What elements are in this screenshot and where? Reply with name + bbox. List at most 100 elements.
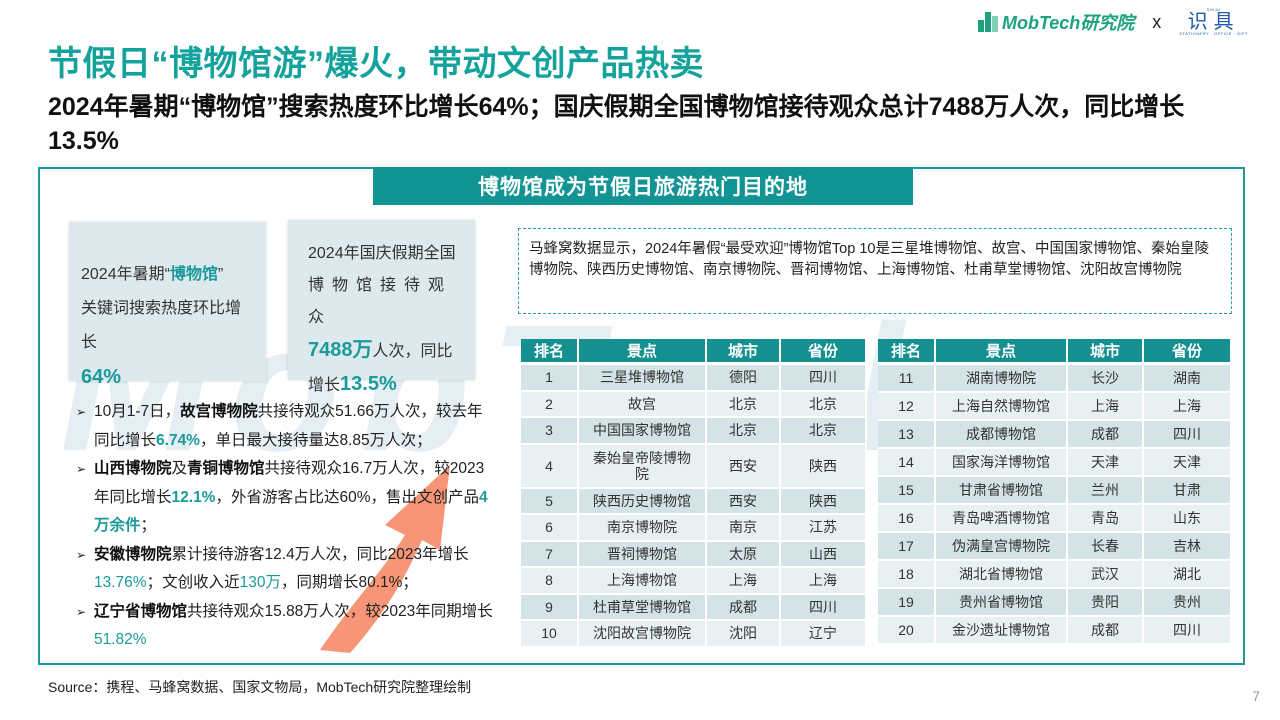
stat2-line1: 2024年国庆假期全国 bbox=[308, 245, 456, 262]
cell-rank: 16 bbox=[878, 505, 936, 533]
cell-city: 沈阳 bbox=[707, 621, 781, 648]
bullet-arrow-icon: ➢ bbox=[76, 462, 87, 476]
cell-rank: 10 bbox=[521, 621, 579, 648]
bullet-item: ➢ 10月1-7日，故宫博物院共接待观众51.66万人次，较去年同比增长6.74… bbox=[76, 398, 496, 455]
cell-city: 南京 bbox=[707, 515, 781, 542]
mobtech-logo-text: MobTech研究院 bbox=[1001, 13, 1135, 33]
cell-province: 甘肃 bbox=[1144, 477, 1232, 505]
col-attraction: 景点 bbox=[936, 339, 1068, 365]
stat-card-visitors: 2024年国庆假期全国 博物馆接待观众 7488万人次，同比 增长13.5% bbox=[288, 220, 475, 395]
cell-city: 太原 bbox=[707, 541, 781, 568]
cell-province: 贵州 bbox=[1144, 589, 1232, 617]
table-row: 16 青岛啤酒博物馆 青岛 山东 bbox=[878, 505, 1232, 533]
cell-attraction: 南京博物院 bbox=[579, 515, 707, 542]
table-row: 8 上海博物馆 上海 上海 bbox=[521, 568, 867, 595]
cell-city: 长春 bbox=[1068, 533, 1144, 561]
cell-attraction: 晋祠博物馆 bbox=[579, 541, 707, 568]
bullet-bold: 故宫博物院 bbox=[180, 403, 258, 420]
cell-rank: 14 bbox=[878, 449, 936, 477]
stat2-line3: 7488万人次，同比 bbox=[308, 334, 463, 368]
section-banner: 博物馆成为节假日旅游热门目的地 bbox=[373, 167, 913, 205]
bullet-bold: 辽宁省博物馆 bbox=[94, 602, 188, 620]
stat2-value: 7488万 bbox=[308, 339, 373, 361]
cell-rank: 1 bbox=[521, 365, 579, 392]
bullet-highlight: 130万 bbox=[239, 574, 281, 591]
ranking-table-11-20: 排名 景点 城市 省份 11 湖南博物院 长沙 湖南 12 上海自然博物馆 上海 上海 13 成都… bbox=[878, 339, 1232, 645]
cell-province: 湖北 bbox=[1144, 561, 1232, 589]
cell-city: 兰州 bbox=[1068, 477, 1144, 505]
mobtech-logo-icon bbox=[977, 12, 998, 32]
cell-rank: 7 bbox=[521, 541, 579, 568]
bullet-text: 共接待观众16.7万人次，较2023年同比增长 bbox=[94, 460, 485, 506]
cell-city: 成都 bbox=[707, 594, 781, 621]
table-row: 9 杜甫草堂博物馆 成都 四川 bbox=[521, 594, 867, 621]
table-row: 18 湖北省博物馆 武汉 湖北 bbox=[878, 561, 1232, 589]
cell-city: 德阳 bbox=[707, 365, 781, 392]
mafengwo-note: 马蜂窝数据显示，2024年暑假“最受欢迎”博物馆Top 10是三星堆博物馆、故宫… bbox=[518, 228, 1232, 314]
cell-attraction: 湖南博物院 bbox=[936, 365, 1068, 393]
bullet-item: ➢ 安徽博物院累计接待游客12.4万人次，同比2023年增长 13.76%；文创收… bbox=[76, 541, 496, 598]
shiju-logo-text: 识具 bbox=[1187, 11, 1240, 33]
cell-rank: 18 bbox=[878, 561, 936, 589]
bullet-bold: 山西博物院 bbox=[94, 460, 172, 477]
col-rank: 排名 bbox=[878, 339, 936, 365]
cell-rank: 20 bbox=[878, 617, 936, 645]
cell-city: 北京 bbox=[707, 418, 781, 445]
bullet-arrow-icon: ➢ bbox=[76, 604, 87, 619]
cell-province: 天津 bbox=[1144, 449, 1232, 477]
col-province: 省份 bbox=[1144, 339, 1232, 365]
col-province: 省份 bbox=[781, 339, 867, 365]
table-row: 2 故宫 北京 北京 bbox=[521, 391, 867, 418]
cell-province: 北京 bbox=[781, 391, 867, 418]
bullet-text: 共接待观众15.88万人次，较2023年同期增长 bbox=[187, 602, 493, 620]
cell-province: 上海 bbox=[781, 568, 867, 595]
growth-arrow-icon bbox=[320, 465, 450, 653]
bullet-text: 及 bbox=[171, 460, 188, 477]
bullet-text: ；文创收入近 bbox=[146, 574, 240, 591]
cell-province: 上海 bbox=[1144, 393, 1232, 421]
page-number: 7 bbox=[1252, 688, 1260, 704]
cell-province: 山东 bbox=[1144, 505, 1232, 533]
cell-city: 武汉 bbox=[1068, 561, 1144, 589]
bullet-arrow-icon: ➢ bbox=[76, 405, 87, 419]
cell-city: 上海 bbox=[707, 568, 781, 595]
table-row: 1 三星堆博物馆 德阳 四川 bbox=[521, 365, 867, 392]
cell-province: 山西 bbox=[781, 541, 867, 568]
cell-city: 天津 bbox=[1068, 449, 1144, 477]
table-row: 14 国家海洋博物馆 天津 天津 bbox=[878, 449, 1232, 477]
cell-attraction: 沈阳故宫博物院 bbox=[579, 621, 707, 648]
cell-city: 贵阳 bbox=[1068, 589, 1144, 617]
bullet-item: ➢ 山西博物院及青铜博物馆共接待观众16.7万人次，较2023年同比增长12.1… bbox=[76, 455, 496, 541]
cell-rank: 5 bbox=[521, 488, 579, 515]
bullet-text: 共接待观众51.66万人次，较去年同比增长 bbox=[94, 403, 483, 449]
stat1-highlight: 博物馆 bbox=[169, 266, 218, 283]
cell-attraction: 秦始皇帝陵博物院 bbox=[579, 444, 707, 489]
cell-province: 吉林 bbox=[1144, 533, 1232, 561]
bullet-highlight: 12.1% bbox=[171, 488, 216, 506]
table-row: 3 中国国家博物馆 北京 北京 bbox=[521, 418, 867, 445]
cell-attraction: 伪满皇宫博物院 bbox=[936, 533, 1068, 561]
stat-card-search-growth: 2024年暑期“博物馆” 关键词搜索热度环比增长 64% bbox=[69, 222, 266, 388]
cell-city: 北京 bbox=[707, 391, 781, 418]
table-row: 20 金沙遗址博物馆 成都 四川 bbox=[878, 617, 1232, 645]
cell-city: 青岛 bbox=[1068, 505, 1144, 533]
stat1-line1: 2024年暑期“博物馆” bbox=[81, 258, 254, 292]
cell-rank: 9 bbox=[521, 594, 579, 621]
stat1-line2: 关键词搜索热度环比增长 bbox=[81, 300, 242, 351]
stat1-text: ” bbox=[217, 266, 224, 283]
stat2-text: 人次，同比 bbox=[372, 343, 453, 360]
cell-rank: 15 bbox=[878, 477, 936, 505]
table-header-row: 排名 景点 城市 省份 bbox=[521, 339, 867, 365]
table-row: 19 贵州省博物馆 贵阳 贵州 bbox=[878, 589, 1232, 617]
cell-province: 北京 bbox=[781, 418, 867, 445]
cell-province: 四川 bbox=[781, 365, 867, 392]
stat1-text: 2024年暑期“ bbox=[81, 266, 170, 283]
col-city: 城市 bbox=[707, 339, 781, 365]
table-row: 13 成都博物馆 成都 四川 bbox=[878, 421, 1232, 449]
cell-attraction: 杜甫草堂博物馆 bbox=[579, 594, 707, 621]
cell-rank: 13 bbox=[878, 421, 936, 449]
table-row: 6 南京博物院 南京 江苏 bbox=[521, 515, 867, 542]
table-row: 12 上海自然博物馆 上海 上海 bbox=[878, 393, 1232, 421]
cell-province: 四川 bbox=[1144, 421, 1232, 449]
cell-city: 成都 bbox=[1068, 421, 1144, 449]
